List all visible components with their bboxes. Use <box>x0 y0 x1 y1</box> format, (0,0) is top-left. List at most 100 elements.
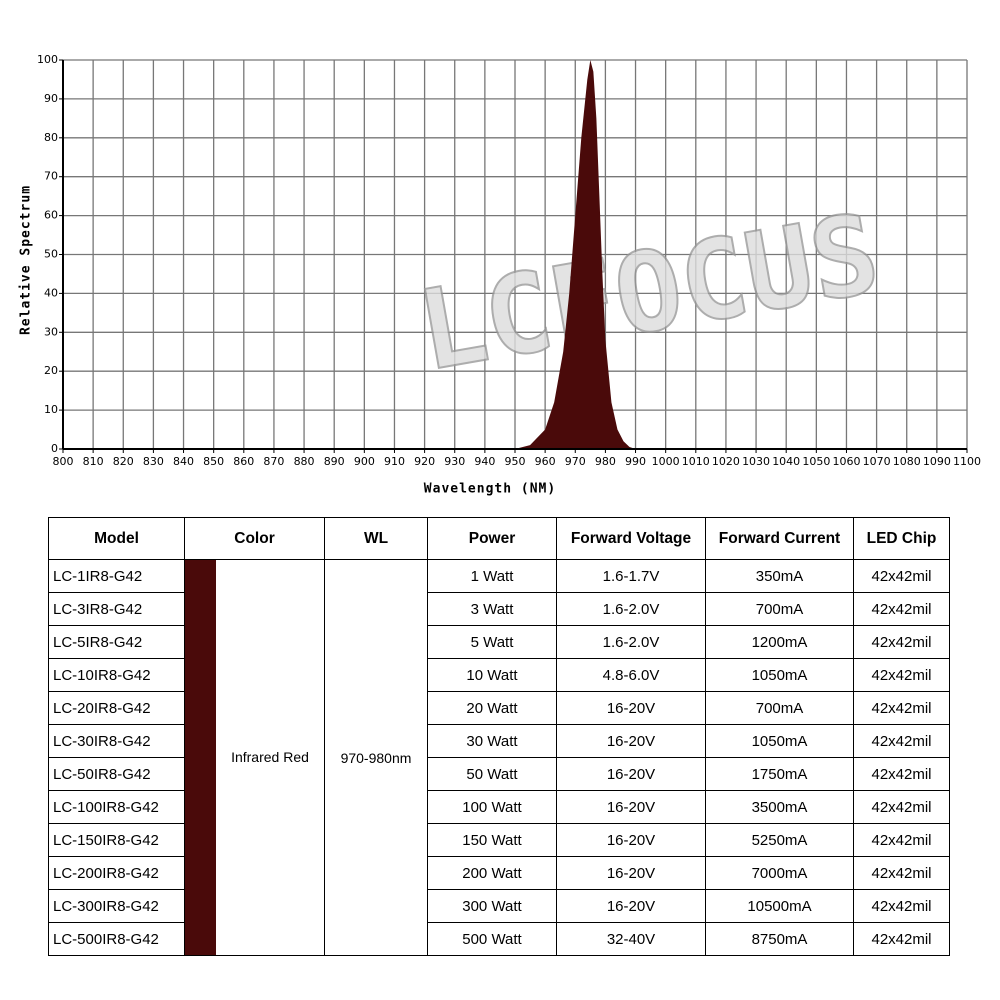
table-row: LC-1IR8-G42 Infrared Red 970-980nm 1 Watt 1.… <box>48 559 950 956</box>
table-cell: 16-20V <box>556 790 706 824</box>
table-cell: 42x42mil <box>853 724 950 758</box>
x-tick-label: 860 <box>233 455 254 468</box>
chart: Wavelength (NM) Relative Spectrum 010203… <box>19 53 982 497</box>
header-cell: Color <box>184 517 325 560</box>
y-tick-label: 90 <box>44 92 58 105</box>
spectrum-area <box>515 60 636 449</box>
table-cell: LC-1IR8-G42 <box>48 559 185 593</box>
header-cell: Forward Voltage <box>556 517 706 560</box>
x-tick-label: 1060 <box>832 455 860 468</box>
header-cell: WL <box>324 517 428 560</box>
y-tick-label: 30 <box>44 325 58 338</box>
table-cell: 100 Watt <box>427 790 557 824</box>
color-swatch <box>185 560 216 955</box>
table-cell: 350mA <box>705 559 854 593</box>
y-tick-label: 100 <box>37 53 58 66</box>
x-tick-label: 800 <box>53 455 74 468</box>
table-cell: 3500mA <box>705 790 854 824</box>
table-cell: 42x42mil <box>853 625 950 659</box>
table-cell: 1200mA <box>705 625 854 659</box>
x-tick-label: 1100 <box>953 455 981 468</box>
header-cell: Forward Current <box>705 517 854 560</box>
y-tick-label: 60 <box>44 209 58 222</box>
table-cell: 42x42mil <box>853 790 950 824</box>
table-row: LC-150IR8-G42 150 Watt 16-20V 5250mA 42x42mi… <box>48 823 950 857</box>
header-row: Model Color WL Power Forward Voltage Forward … <box>48 517 950 560</box>
table-cell: 150 Watt <box>427 823 557 857</box>
spec-table: Model Color WL Power Forward Voltage Forward … <box>48 517 950 956</box>
y-tick-label: 50 <box>44 248 58 261</box>
header-cell: Model <box>48 517 185 560</box>
table-cell: 16-20V <box>556 757 706 791</box>
x-tick-label: 870 <box>263 455 284 468</box>
x-tick-label: 1050 <box>802 455 830 468</box>
x-tick-label: 1040 <box>772 455 800 468</box>
x-tick-label: 970 <box>565 455 586 468</box>
table-row: LC-100IR8-G42 100 Watt 16-20V 3500mA 42x42mi… <box>48 790 950 824</box>
y-tick-label: 40 <box>44 286 58 299</box>
color-name: Infrared Red <box>231 749 309 765</box>
table-cell: 30 Watt <box>427 724 557 758</box>
table-cell: 16-20V <box>556 889 706 923</box>
table-cell: LC-30IR8-G42 <box>48 724 185 758</box>
x-tick-label: 820 <box>113 455 134 468</box>
table-cell: 1.6-2.0V <box>556 592 706 626</box>
table-cell: 42x42mil <box>853 592 950 626</box>
table-row: LC-300IR8-G42 300 Watt 16-20V 10500mA 42x42m… <box>48 889 950 923</box>
table-row: LC-3IR8-G42 3 Watt 1.6-2.0V 700mA 42x42mil <box>48 592 950 626</box>
x-axis-title: Wavelength (NM) <box>424 482 556 497</box>
table-cell: LC-100IR8-G42 <box>48 790 185 824</box>
table-cell: 1 Watt <box>427 559 557 593</box>
x-tick-label: 900 <box>354 455 375 468</box>
table-cell: 1.6-1.7V <box>556 559 706 593</box>
x-tick-label: 910 <box>384 455 405 468</box>
table-cell: 300 Watt <box>427 889 557 923</box>
y-tick-label: 80 <box>44 131 58 144</box>
wavelength-cell: 970-980nm <box>324 559 428 956</box>
table-cell: 20 Watt <box>427 691 557 725</box>
header-cell: Power <box>427 517 557 560</box>
table-cell: 10500mA <box>705 889 854 923</box>
y-axis-title: Relative Spectrum <box>19 185 34 335</box>
table-cell: LC-300IR8-G42 <box>48 889 185 923</box>
table-row: LC-500IR8-G42 500 Watt 32-40V 8750mA 42x42mi… <box>48 922 950 956</box>
header-cell: LED Chip <box>853 517 950 560</box>
x-tick-label: 950 <box>505 455 526 468</box>
x-tick-label: 1020 <box>712 455 740 468</box>
table-cell: 16-20V <box>556 691 706 725</box>
x-tick-label: 920 <box>414 455 435 468</box>
x-tick-label: 960 <box>535 455 556 468</box>
x-tick-label: 1070 <box>863 455 891 468</box>
table-cell: LC-5IR8-G42 <box>48 625 185 659</box>
y-tick-label: 70 <box>44 170 58 183</box>
table-cell: 7000mA <box>705 856 854 890</box>
table-cell: 32-40V <box>556 922 706 956</box>
y-tick-label: 20 <box>44 364 58 377</box>
table-cell: 42x42mil <box>853 856 950 890</box>
table-cell: LC-500IR8-G42 <box>48 922 185 956</box>
table-body: LC-1IR8-G42 Infrared Red 970-980nm 1 Watt 1.… <box>48 559 950 956</box>
y-tick-label: 10 <box>44 403 58 416</box>
x-tick-label: 990 <box>625 455 646 468</box>
table-cell: 42x42mil <box>853 658 950 692</box>
y-tick-label: 0 <box>51 442 58 455</box>
x-tick-label: 1010 <box>682 455 710 468</box>
table-cell: 50 Watt <box>427 757 557 791</box>
x-tick-label: 840 <box>173 455 194 468</box>
table-cell: 42x42mil <box>853 922 950 956</box>
table-row: LC-200IR8-G42 200 Watt 16-20V 7000mA 42x42mi… <box>48 856 950 890</box>
x-tick-label: 880 <box>294 455 315 468</box>
table-cell: LC-10IR8-G42 <box>48 658 185 692</box>
table-cell: 4.8-6.0V <box>556 658 706 692</box>
table-cell: LC-200IR8-G42 <box>48 856 185 890</box>
table-cell: 16-20V <box>556 823 706 857</box>
color-cell: Infrared Red <box>184 559 325 956</box>
table-cell: 10 Watt <box>427 658 557 692</box>
x-tick-label: 940 <box>474 455 495 468</box>
table-cell: 42x42mil <box>853 823 950 857</box>
table-cell: LC-20IR8-G42 <box>48 691 185 725</box>
table-cell: 16-20V <box>556 856 706 890</box>
table-cell: 200 Watt <box>427 856 557 890</box>
table-cell: 42x42mil <box>853 889 950 923</box>
